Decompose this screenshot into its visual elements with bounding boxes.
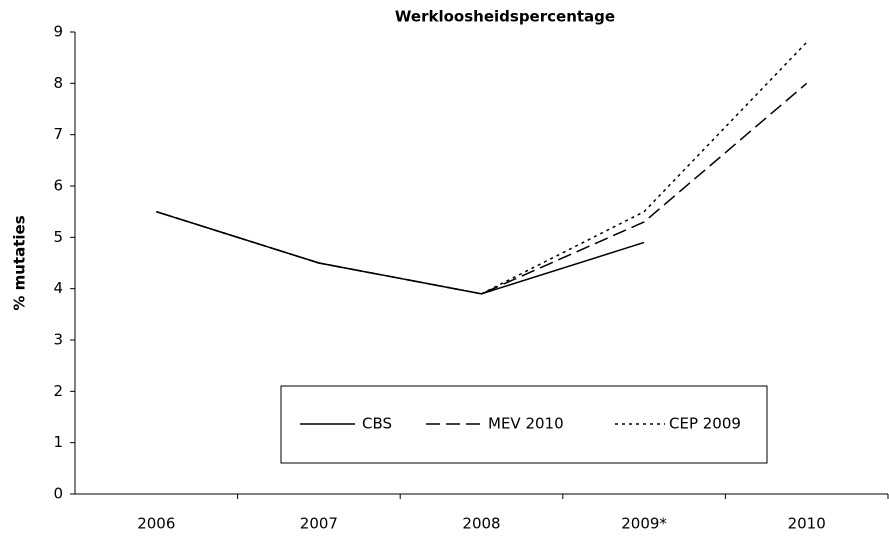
y-axis-label: % mutaties: [11, 215, 29, 310]
x-tick-label: 2006: [137, 515, 175, 533]
y-tick-label: 9: [53, 23, 63, 41]
y-tick-label: 7: [53, 125, 63, 143]
y-tick-label: 3: [53, 331, 63, 349]
series-line: [156, 210, 645, 295]
x-tick-label: 2010: [788, 515, 826, 533]
y-tick-label: 8: [53, 74, 63, 92]
x-tick-label: 2009*: [621, 515, 667, 533]
series-line: [156, 41, 808, 295]
y-tick-label: 5: [53, 228, 63, 246]
legend-box: [280, 385, 768, 464]
legend-label: MEV 2010: [488, 415, 564, 433]
y-tick-label: 6: [53, 177, 63, 195]
chart-title: Werkloosheidspercentage: [395, 8, 615, 26]
legend-label: CEP 2009: [669, 415, 741, 433]
y-tick-label: 2: [53, 382, 63, 400]
x-tick-label: 2008: [462, 515, 500, 533]
y-tick-label: 0: [53, 485, 63, 503]
series-line: [156, 82, 808, 295]
legend-label: CBS: [362, 415, 392, 433]
y-tick-label: 1: [53, 433, 63, 451]
x-tick-label: 2007: [300, 515, 338, 533]
y-tick-label: 4: [53, 279, 63, 297]
